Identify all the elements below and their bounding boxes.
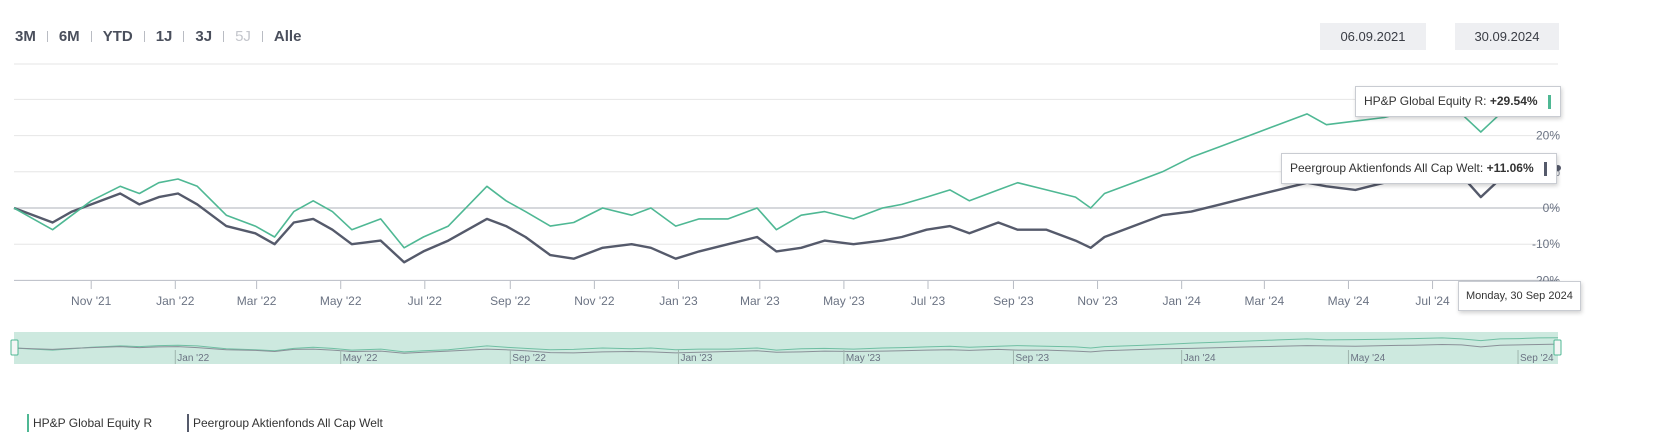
tooltip-peer-value: +11.06% [1486,161,1534,175]
x-tick-label: Jul '22 [408,294,443,308]
tooltip-fund-value: +29.54% [1489,94,1538,108]
navigator-tick-label: Jan '23 [680,353,712,364]
range-ytd-button[interactable]: YTD [102,28,133,45]
x-tick-label: Sep '23 [993,294,1034,308]
x-tick-label: Jan '24 [1162,294,1201,308]
legend-peer-swatch [187,414,189,432]
navigator-left-handle[interactable] [10,339,19,356]
x-tick-label: Jan '22 [156,294,195,308]
x-tick-label: Sep '22 [490,294,531,308]
range-divider [183,31,185,42]
navigator-tick-label: May '22 [343,353,378,364]
navigator-right-handle[interactable] [1553,339,1562,356]
x-tick-label: Nov '22 [574,294,615,308]
to-date-input[interactable] [1455,23,1559,50]
navigator-line-fund [13,337,1559,353]
y-tick-label: -10% [1532,237,1560,251]
range-3m-button[interactable]: 3M [15,28,36,45]
legend-fund-swatch [27,414,29,432]
navigator-tick-label: May '23 [846,353,881,364]
range-divider [46,31,48,42]
legend-item-fund[interactable]: HP&P Global Equity R [27,414,152,432]
x-tick-label: Mar '23 [740,294,780,308]
navigator-tick-label: Sep '22 [512,353,546,364]
tooltip-peer-color-marker [1543,161,1547,176]
tooltip-fund: HP&P Global Equity R: +29.54% [1355,86,1561,117]
navigator-tick-label: May '24 [1350,353,1385,364]
x-tick-label: Mar '24 [1245,294,1285,308]
range-5j-button: 5J [235,28,251,45]
from-date-input[interactable] [1320,23,1426,50]
navigator-tick-label: Jan '22 [177,353,209,364]
range-alle-button[interactable]: Alle [273,28,302,45]
series-line-fund [13,100,1559,249]
range-divider [261,31,263,42]
navigator-selection[interactable] [14,332,1558,364]
x-tick-label: Nov '21 [71,294,112,308]
range-selector: 3M 6M YTD 1J 3J 5J Alle [14,28,302,45]
tooltip-peer: Peergroup Aktienfonds All Cap Welt: +11.… [1281,153,1557,184]
range-1j-button[interactable]: 1J [155,28,173,45]
legend-fund-label: HP&P Global Equity R [33,416,153,430]
y-tick-label: 0% [1543,201,1561,215]
x-tick-label: Jan '23 [659,294,698,308]
tooltip-fund-color-marker [1547,94,1551,109]
x-tick-label: May '22 [320,294,362,308]
tooltip-peer-name: Peergroup Aktienfonds All Cap Welt [1290,161,1480,175]
x-tick-label: May '23 [823,294,865,308]
range-6m-button[interactable]: 6M [58,28,80,45]
x-tick-label: May '24 [1328,294,1370,308]
y-tick-label: 20% [1536,129,1560,143]
x-tick-label: Nov '23 [1077,294,1118,308]
legend-peer-label: Peergroup Aktienfonds All Cap Welt [193,416,383,430]
legend-item-peer[interactable]: Peergroup Aktienfonds All Cap Welt [187,414,383,432]
range-3j-button[interactable]: 3J [195,28,213,45]
navigator-tick-label: Sep '24 [1520,353,1554,364]
range-divider [223,31,225,42]
range-divider [90,31,92,42]
navigator-line-peer [13,343,1559,354]
tooltip-fund-name: HP&P Global Equity R [1364,94,1484,108]
navigator-tick-label: Sep '23 [1015,353,1049,364]
x-tick-label: Jul '24 [1415,294,1450,308]
tooltip-date: Monday, 30 Sep 2024 [1458,281,1581,311]
range-divider [143,31,145,42]
navigator-tick-label: Jan '24 [1184,353,1216,364]
x-tick-label: Mar '22 [237,294,277,308]
x-tick-label: Jul '23 [911,294,946,308]
